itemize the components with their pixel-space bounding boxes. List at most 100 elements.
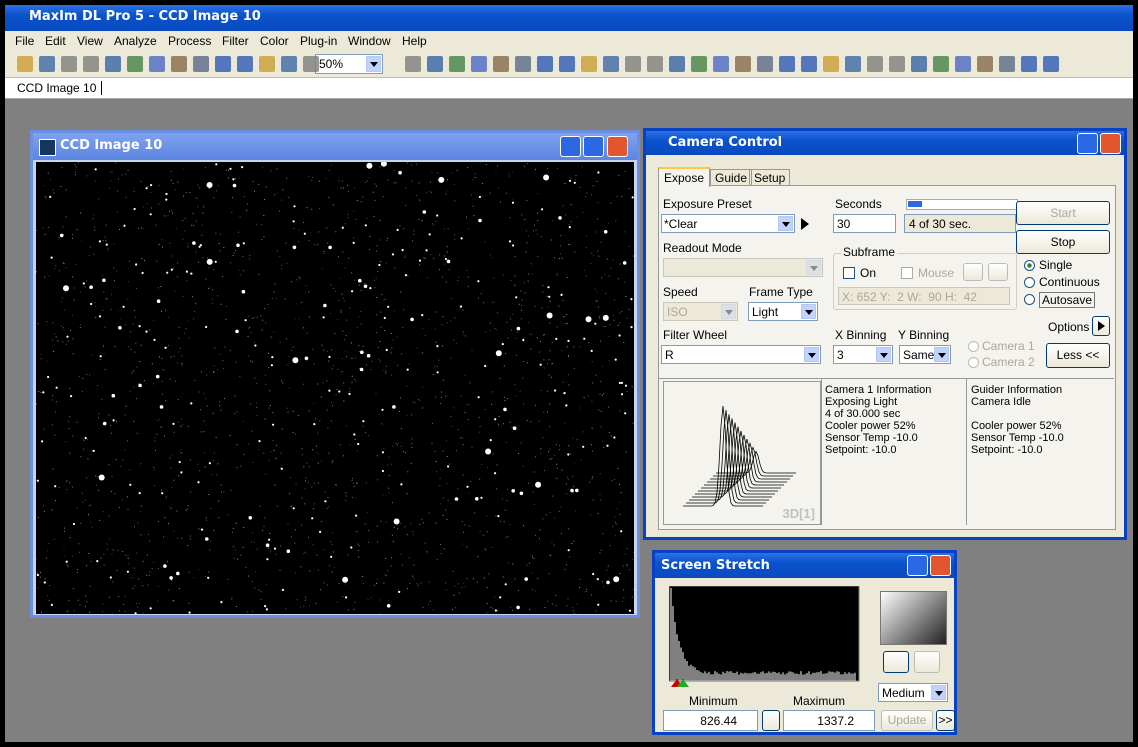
- toolbar-icon[interactable]: [779, 56, 795, 72]
- dropdown-arrow[interactable]: [778, 216, 793, 231]
- toolbar-icon[interactable]: [303, 56, 319, 72]
- toolbar-icon[interactable]: [801, 56, 817, 72]
- menu-item[interactable]: Process: [168, 34, 212, 48]
- toolbar-icon[interactable]: [889, 56, 905, 72]
- maximum-spinner[interactable]: 1337.2: [783, 710, 875, 731]
- more-button[interactable]: >>: [936, 710, 955, 731]
- toolbar-icon[interactable]: [237, 56, 253, 72]
- close-button[interactable]: [607, 136, 628, 157]
- toolbar-icon[interactable]: [471, 56, 487, 72]
- toolbar-icon[interactable]: [281, 56, 297, 72]
- dropdown-arrow[interactable]: [876, 347, 891, 362]
- toolbar-icon[interactable]: [17, 56, 33, 72]
- toolbar-icon[interactable]: [39, 56, 55, 72]
- subframe-on-checkbox[interactable]: [843, 267, 855, 279]
- toolbar-icon[interactable]: [735, 56, 751, 72]
- less-button[interactable]: Less <<: [1046, 343, 1110, 368]
- start-button[interactable]: Start: [1016, 201, 1110, 225]
- y-binning-combo[interactable]: Same: [899, 345, 951, 364]
- zoom-in-button[interactable]: [883, 651, 909, 673]
- toolbar-icon[interactable]: [559, 56, 575, 72]
- preset-menu-arrow[interactable]: [801, 218, 815, 230]
- toolbar-icon[interactable]: [105, 56, 121, 72]
- toolbar-icon[interactable]: [1021, 56, 1037, 72]
- toolbar-icon[interactable]: [823, 56, 839, 72]
- noise-pixel: [238, 269, 240, 271]
- toolbar-icon[interactable]: [515, 56, 531, 72]
- toolbar-icon[interactable]: [845, 56, 861, 72]
- tab-expose[interactable]: Expose: [658, 167, 711, 187]
- minimize-button[interactable]: [560, 136, 581, 157]
- x-binning-combo[interactable]: 3: [833, 345, 893, 364]
- noise-pixel: [456, 169, 458, 171]
- toolbar-icon[interactable]: [1043, 56, 1059, 72]
- toolbar-icon[interactable]: [193, 56, 209, 72]
- minimum-spinner[interactable]: 826.44: [663, 710, 758, 731]
- stop-button[interactable]: Stop: [1016, 230, 1110, 254]
- toolbar-icon[interactable]: [215, 56, 231, 72]
- menu-item[interactable]: Edit: [45, 34, 66, 48]
- tab-setup[interactable]: Setup: [749, 169, 791, 186]
- toolbar-icon[interactable]: [61, 56, 77, 72]
- toolbar-icon[interactable]: [83, 56, 99, 72]
- zoom-combo[interactable]: 50%: [315, 54, 383, 74]
- menu-item[interactable]: Window: [348, 34, 391, 48]
- toolbar-icon[interactable]: [149, 56, 165, 72]
- toolbar-icon[interactable]: [691, 56, 707, 72]
- toolbar-icon[interactable]: [933, 56, 949, 72]
- dropdown-arrow[interactable]: [804, 347, 819, 362]
- menu-item[interactable]: View: [77, 34, 103, 48]
- close-button[interactable]: [930, 555, 951, 576]
- close-button[interactable]: [1100, 133, 1121, 154]
- dropdown-arrow[interactable]: [801, 304, 816, 319]
- toolbar-icon[interactable]: [999, 56, 1015, 72]
- toolbar-icon[interactable]: [537, 56, 553, 72]
- max-marker[interactable]: [677, 679, 689, 687]
- menu-item[interactable]: Plug-in: [300, 34, 338, 48]
- toolbar-icon[interactable]: [259, 56, 275, 72]
- menu-item[interactable]: File: [15, 34, 35, 48]
- dropdown-arrow[interactable]: [934, 347, 949, 362]
- toolbar-icon[interactable]: [757, 56, 773, 72]
- noise-pixel: [559, 245, 561, 247]
- toolbar-icon[interactable]: [603, 56, 619, 72]
- menu-item[interactable]: Help: [402, 34, 427, 48]
- preset-combo[interactable]: Medium: [878, 683, 948, 702]
- noise-pixel: [506, 192, 508, 194]
- toolbar-icon[interactable]: [171, 56, 187, 72]
- help-button[interactable]: [907, 555, 928, 576]
- toolbar-icon[interactable]: [449, 56, 465, 72]
- menu-item[interactable]: Filter: [222, 34, 249, 48]
- toolbar-icon[interactable]: [669, 56, 685, 72]
- options-button[interactable]: [1092, 316, 1110, 336]
- seconds-spinner[interactable]: 30: [833, 214, 896, 233]
- radio-single[interactable]: [1024, 260, 1035, 271]
- toolbar-icon[interactable]: [127, 56, 143, 72]
- radio-autosave[interactable]: [1024, 294, 1035, 305]
- preset-combo[interactable]: *Clear: [661, 214, 795, 233]
- menu-item[interactable]: Analyze: [114, 34, 157, 48]
- maximize-button[interactable]: [583, 136, 604, 157]
- radio-continuous[interactable]: [1024, 277, 1035, 288]
- toolbar-icon[interactable]: [911, 56, 927, 72]
- toolbar-icon[interactable]: [405, 56, 421, 72]
- toolbar-icon[interactable]: [493, 56, 509, 72]
- swap-button[interactable]: [762, 710, 780, 731]
- menu-item[interactable]: Color: [260, 34, 289, 48]
- noise-pixel: [80, 324, 82, 326]
- toolbar-icon[interactable]: [955, 56, 971, 72]
- dropdown-arrow[interactable]: [931, 685, 946, 700]
- toolbar-icon[interactable]: [713, 56, 729, 72]
- dropdown-arrow[interactable]: [366, 56, 381, 72]
- toolbar-icon[interactable]: [625, 56, 641, 72]
- toolbar-icon[interactable]: [427, 56, 443, 72]
- toolbar-icon[interactable]: [867, 56, 883, 72]
- filter-combo[interactable]: R: [661, 345, 821, 364]
- toolbar-icon[interactable]: [647, 56, 663, 72]
- toolbar-icon[interactable]: [977, 56, 993, 72]
- help-button[interactable]: [1077, 133, 1098, 154]
- frame-type-combo[interactable]: Light: [748, 302, 818, 321]
- tab-guide[interactable]: Guide: [710, 169, 753, 186]
- document-tab[interactable]: CCD Image 10: [17, 81, 103, 95]
- toolbar-icon[interactable]: [581, 56, 597, 72]
